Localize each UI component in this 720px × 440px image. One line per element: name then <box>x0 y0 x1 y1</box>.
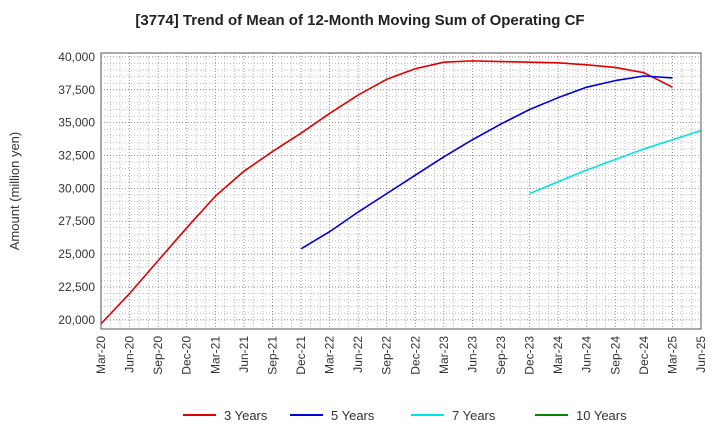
x-tick-label: Dec-20 <box>180 336 194 375</box>
x-tick-label: Sep-22 <box>380 336 394 375</box>
chart-title: [3774] Trend of Mean of 12-Month Moving … <box>135 12 584 29</box>
y-ticks: 20,000 22,500 25,000 27,500 30,000 32,500 35,0… <box>58 50 95 327</box>
x-tick-label: Dec-23 <box>523 336 537 375</box>
legend-label: 3 Years <box>224 408 268 423</box>
y-tick-label: 37,500 <box>58 83 95 97</box>
legend-label: 7 Years <box>452 408 496 423</box>
y-axis-label: Amount (million yen) <box>7 132 22 251</box>
legend: 3 Years 5 Years 7 Years 10 Years <box>183 408 627 423</box>
series-line-5-years <box>300 75 673 250</box>
plot-area <box>101 53 701 329</box>
x-tick-label: Dec-24 <box>637 336 651 375</box>
y-tick-label: 27,500 <box>58 214 95 228</box>
x-tick-label: Sep-24 <box>608 336 622 375</box>
y-tick-label: 20,000 <box>58 313 95 327</box>
y-tick-label: 25,000 <box>58 247 95 261</box>
x-tick-label: Mar-23 <box>437 336 451 374</box>
x-tick-label: Jun-22 <box>351 336 365 373</box>
y-tick-label: 30,000 <box>58 181 95 195</box>
x-tick-label: Mar-24 <box>551 336 565 374</box>
grid <box>100 53 702 329</box>
x-tick-label: Sep-21 <box>265 336 279 375</box>
x-tick-label: Jun-21 <box>237 336 251 373</box>
plot-border <box>100 52 702 330</box>
legend-label: 5 Years <box>331 408 375 423</box>
x-tick-label: Mar-20 <box>94 336 108 374</box>
x-tick-label: Sep-23 <box>494 336 508 375</box>
x-tick-label: Jun-20 <box>123 336 137 373</box>
x-tick-label: Sep-20 <box>151 336 165 375</box>
series-line-7-years <box>529 129 702 195</box>
x-tick-label: Jun-24 <box>580 336 594 373</box>
x-tick-label: Dec-21 <box>294 336 308 375</box>
x-tick-label: Jun-25 <box>694 336 708 373</box>
x-tick-label: Mar-25 <box>665 336 679 374</box>
x-tick-label: Jun-23 <box>465 336 479 373</box>
y-tick-label: 32,500 <box>58 149 95 163</box>
x-tick-label: Mar-21 <box>208 336 222 374</box>
legend-label: 10 Years <box>576 408 627 423</box>
y-tick-label: 22,500 <box>58 280 95 294</box>
y-tick-label: 35,000 <box>58 116 95 130</box>
y-tick-label: 40,000 <box>58 50 95 64</box>
x-ticks: Mar-20 Jun-20 Sep-20 Dec-20 Mar-21 Jun-21 Sep-… <box>94 336 708 375</box>
x-tick-label: Mar-22 <box>323 336 337 374</box>
x-tick-label: Dec-22 <box>408 336 422 375</box>
series-line-3-years <box>100 60 673 325</box>
series-lines <box>100 60 702 325</box>
